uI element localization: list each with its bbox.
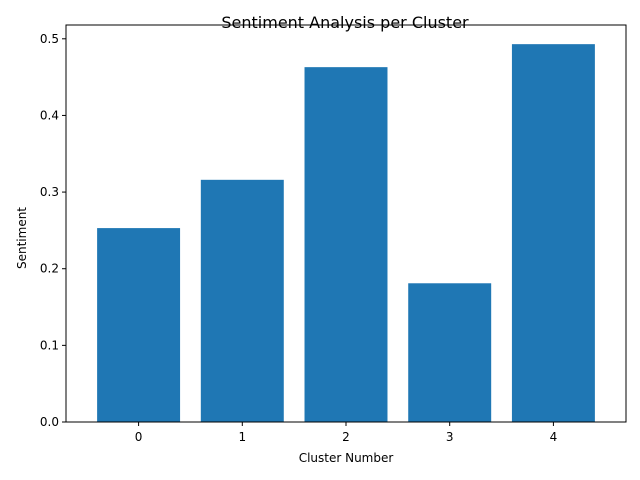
- bar-cluster-2: [304, 67, 388, 422]
- bars-layer: [97, 44, 595, 423]
- y-tick-label: 0.2: [40, 262, 59, 276]
- plot-frame: [65, 24, 627, 423]
- ticks-layer: 0 1 2 3 4 0.0 0.1 0.2 0.3 0.4 0.5: [40, 32, 557, 444]
- y-tick-label: 0.5: [40, 32, 59, 46]
- y-tick-label: 0.0: [40, 415, 59, 429]
- x-tick-label: 0: [135, 430, 143, 444]
- x-tick-label: 2: [342, 430, 350, 444]
- bar-cluster-1: [200, 179, 284, 422]
- y-tick-label: 0.3: [40, 185, 59, 199]
- x-tick-label: 3: [446, 430, 454, 444]
- x-tick-label: 1: [238, 430, 246, 444]
- y-tick-label: 0.4: [40, 108, 59, 122]
- y-axis-label: Sentiment: [15, 207, 29, 269]
- bar-cluster-3: [408, 283, 492, 422]
- bar-cluster-4: [511, 44, 595, 423]
- x-tick-label: 4: [550, 430, 558, 444]
- x-axis-label: Cluster Number: [299, 451, 394, 465]
- bar-cluster-0: [97, 228, 181, 422]
- chart-title: Sentiment Analysis per Cluster: [221, 13, 469, 32]
- y-tick-label: 0.1: [40, 338, 59, 352]
